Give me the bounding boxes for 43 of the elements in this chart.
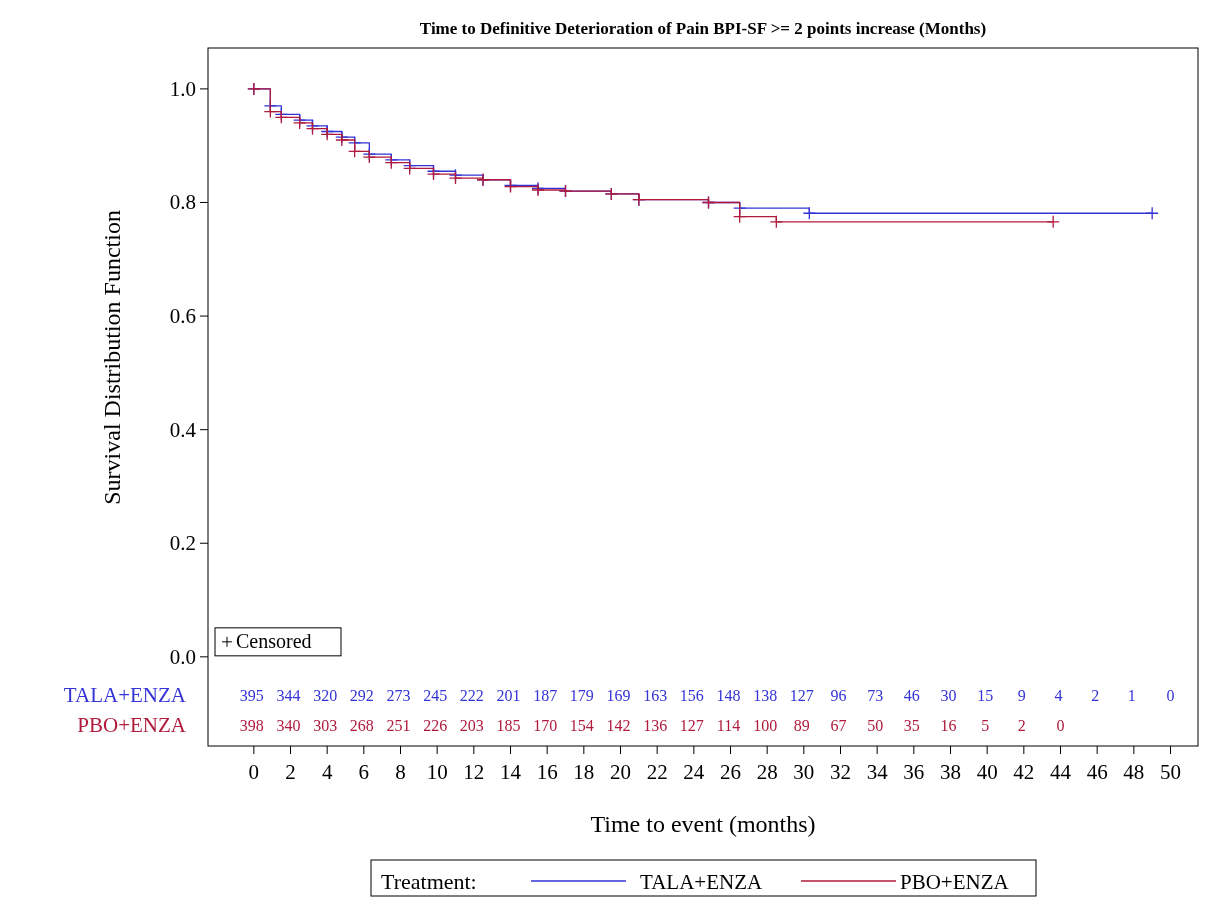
x-tick-label: 20	[610, 760, 631, 784]
x-tick-label: 24	[683, 760, 705, 784]
text: PBO+ENZA	[77, 712, 186, 737]
x-tick-label: 50	[1160, 760, 1181, 784]
x-tick-label: 40	[976, 760, 998, 784]
legend-label: PBO+ENZA	[900, 870, 1010, 894]
y-tick-label: 1.0	[169, 76, 196, 101]
x-axis-title: Time to event (months)	[590, 811, 816, 837]
x-tick-label: 28	[756, 760, 778, 784]
legend-title: Treatment:	[381, 869, 477, 894]
x-tick-label: 44	[1050, 760, 1072, 784]
legend-label: TALA+ENZA	[640, 870, 763, 894]
y-tick-label: 0.2	[169, 531, 196, 556]
x-tick-label: 34	[866, 760, 889, 784]
x-tick-label: 36	[903, 760, 925, 784]
x-tick-label: 38	[940, 760, 961, 784]
y-tick-label: 0.4	[169, 417, 197, 442]
y-tick-label: 0.6	[169, 304, 196, 329]
x-tick-label: 30	[793, 760, 815, 784]
x-tick-label: 12	[463, 760, 485, 784]
x-tick-label: 14	[500, 760, 522, 784]
y-axis-title: Survival Distribution Function	[99, 210, 125, 505]
x-tick-label: 0	[248, 760, 260, 784]
x-tick-label: 18	[573, 760, 595, 784]
x-tick-label: 22	[646, 760, 668, 784]
chart-title: Time to Definitive Deterioration of Pain BPI-SF >= 2 points increase (Months)	[419, 19, 987, 38]
x-tick-label: 10	[426, 760, 448, 784]
x-tick-label: 6	[358, 760, 370, 784]
x-tick-label: 42	[1013, 760, 1035, 784]
x-tick-label: 32	[830, 760, 851, 784]
x-tick-label: 46	[1086, 760, 1108, 784]
y-tick-label: 0.8	[169, 190, 196, 215]
text: 398 340 303 268 251 226 203 185 170 154 142 136 127 114 100 89 67 50 35 16 5 2 0	[239, 716, 1065, 734]
annotation: Censored	[236, 629, 312, 652]
text: 395 344 320 292 273 245 222 201 187 179 169 163 156 148 138 127 96 73 46 30 15 9 4 2 1 0	[239, 686, 1175, 704]
x-tick-label: 48	[1123, 760, 1145, 784]
y-tick-label: 0.0	[169, 644, 196, 669]
x-tick-label: 4	[321, 760, 333, 784]
x-tick-label: 8	[395, 760, 406, 784]
x-tick-label: 16	[536, 760, 558, 784]
text: TALA+ENZA	[63, 682, 186, 707]
x-tick-label: 26	[720, 760, 741, 784]
x-tick-label: 2	[285, 760, 296, 784]
